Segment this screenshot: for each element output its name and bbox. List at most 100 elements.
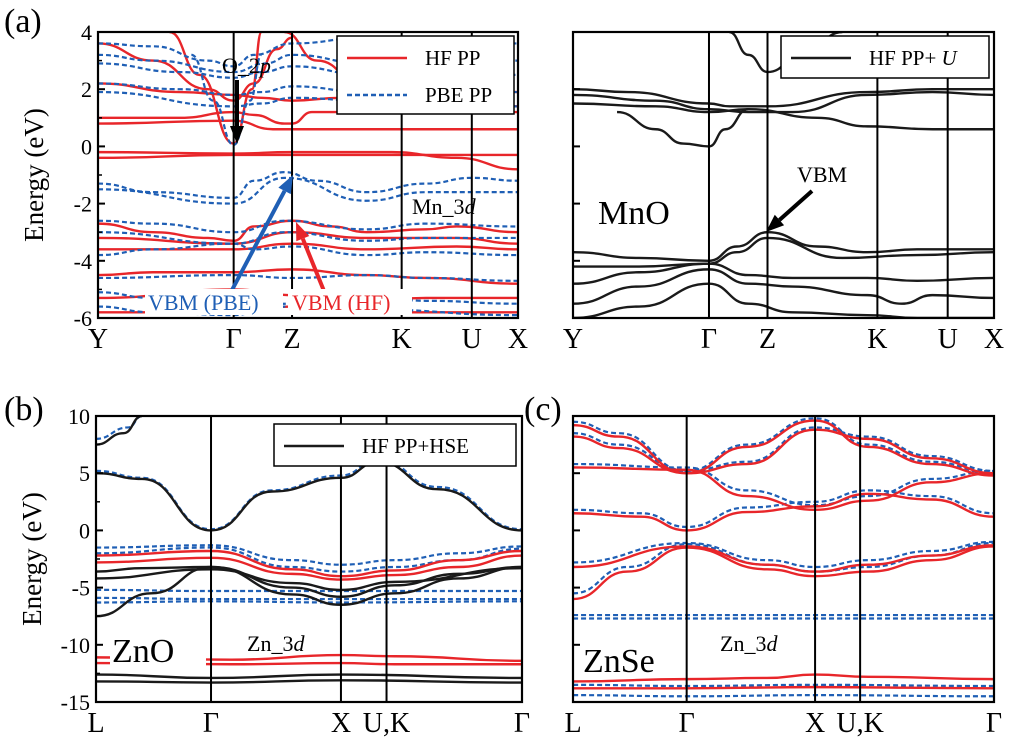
band-line-hf-pp <box>573 419 994 477</box>
band-line-hf-pp-hse <box>96 673 522 680</box>
band-line-hf-pp-u <box>616 108 749 148</box>
material-label: MnO <box>598 195 670 232</box>
band-line-hf-pp <box>573 685 994 690</box>
band-line-pbe <box>96 588 522 593</box>
y-tick-label: -4 <box>74 249 92 274</box>
panel-label: (c) <box>524 391 562 428</box>
kpoint-label: U <box>462 324 482 355</box>
band-line-pbe-pp <box>98 242 518 257</box>
vbm-pbe-bg <box>145 289 283 315</box>
kpoint-label: Γ <box>226 324 242 355</box>
band-line-hf-pp-hse <box>96 565 522 618</box>
material-label: ZnSe <box>583 643 655 680</box>
panel-a_left: Y Γ Z K U X -6 -4 -2 0 2 4 Energy (eV) (a) HF PP PBE PP… <box>4 3 528 355</box>
vbm-hf-label: VBM (HF) <box>292 290 390 315</box>
band-line-pbe-pp <box>98 171 518 199</box>
band-line-hf-pp-u <box>573 282 994 318</box>
panel-a_right: Y Γ Z K U X HF PP+ U MnO VBM <box>563 30 1004 355</box>
band-line-hf-pp-u <box>573 87 994 108</box>
y-tick-label: 4 <box>81 20 92 45</box>
band-line-hf-pp <box>96 549 522 578</box>
kpoint-label: U,K <box>836 708 883 739</box>
panel-c: L Γ X U,K Γ (c) ZnSe Zn_3d <box>524 391 1002 739</box>
zn3d-annotation: Zn_3d <box>247 631 305 656</box>
mn3d-annotation: Mn_3d <box>412 194 477 219</box>
band-line-pbe <box>573 694 994 698</box>
vbm-arrow <box>778 189 814 222</box>
o2p-arrow-head <box>230 126 244 144</box>
zno-bg <box>110 628 206 668</box>
zn3d-annotation: Zn_3d <box>720 631 778 656</box>
plot-frame <box>571 414 996 704</box>
kpoint-label: U,K <box>363 708 410 739</box>
kpoint-label: L <box>564 708 581 739</box>
kpoint-label: L <box>87 708 104 739</box>
legend: HF PP+HSE <box>273 423 517 467</box>
band-line-pbe <box>96 600 522 604</box>
y-tick-label: 2 <box>81 77 92 102</box>
kpoint-label: K <box>867 324 887 355</box>
band-line-pbe <box>573 462 994 507</box>
band-line-pbe <box>96 596 522 601</box>
band-line-hf-pp-u <box>573 230 994 263</box>
band-line-hf-pp <box>98 268 518 285</box>
band-line-pbe <box>96 544 522 566</box>
vbm-hf-arrow-head <box>296 222 310 242</box>
y-tick-label: 10 <box>68 404 90 429</box>
kpoint-label: X <box>805 708 825 739</box>
band-line-hf-pp <box>96 554 522 581</box>
vbm-hf-bg <box>288 289 412 315</box>
band-line-hf-pp-u <box>573 236 994 268</box>
panel-label: (b) <box>4 391 44 428</box>
o2p-annotation: O_2p <box>222 53 271 78</box>
vbm-pbe-arrow-head <box>278 175 293 195</box>
y-tick-label: -2 <box>74 192 92 217</box>
kpoint-label: Z <box>759 324 776 355</box>
band-line-hf-pp-hse <box>96 679 522 684</box>
band-line-pbe <box>573 683 994 688</box>
plot-frame <box>571 30 996 320</box>
vbm-labels: VBM (PBE) VBM (HF) <box>145 289 412 315</box>
band-line-pbe-pp <box>98 231 518 245</box>
kpoint-label: Γ <box>203 708 219 739</box>
y-axis-label: Energy (eV) <box>19 108 49 242</box>
band-line-hf-pp <box>98 36 293 102</box>
band-line-hf-pp-hse <box>96 416 143 446</box>
kpoint-label: K <box>392 324 412 355</box>
plot-area <box>96 416 522 684</box>
band-line-pbe <box>573 426 994 473</box>
kpoint-label: X <box>331 708 351 739</box>
legend-label: HF PP <box>425 46 480 70</box>
band-line-pbe-pp <box>190 53 263 147</box>
band-line-hf-pp-u <box>573 90 994 114</box>
band-line-hf-pp <box>573 545 994 601</box>
band-line-hf-pp <box>98 242 518 251</box>
kpoint-label: Γ <box>679 708 695 739</box>
legend-label: PBE PP <box>425 83 492 107</box>
vbm-arrow-head <box>766 214 785 232</box>
kpoint-label: Γ <box>986 708 1002 739</box>
y-tick-label: 0 <box>81 134 92 159</box>
band-line-hf-pp <box>573 492 994 532</box>
kpoint-label: Γ <box>701 324 717 355</box>
band-line-hf-pp <box>573 466 994 512</box>
band-line-pbe <box>96 458 522 531</box>
kpoint-label: Y <box>88 324 108 355</box>
vbm-pbe-label: VBM (PBE) <box>148 290 259 315</box>
band-line-hf-pp-u <box>573 262 994 285</box>
vbm-label: VBM <box>797 162 847 187</box>
vbm-pbe-arrow <box>230 189 287 291</box>
band-line-hf-pp-u <box>573 268 994 305</box>
band-line-hf-pp-hse <box>96 460 522 532</box>
plot-area <box>573 417 994 698</box>
band-line-hf-pp-hse <box>96 566 522 592</box>
band-line-hf-pp <box>98 150 518 171</box>
kpoint-label: X <box>508 324 528 355</box>
kpoint-label: Z <box>283 324 300 355</box>
y-tick-label: -10 <box>61 633 90 658</box>
band-line-pbe-pp <box>98 305 518 317</box>
panel-b: L Γ X U,K Γ -15 -10 -5 0 5 10 Energy (eV) (b) HF PP+H… <box>4 391 530 739</box>
legend: HF PP+ U <box>780 35 990 79</box>
band-line-hf-pp-u <box>573 102 994 131</box>
